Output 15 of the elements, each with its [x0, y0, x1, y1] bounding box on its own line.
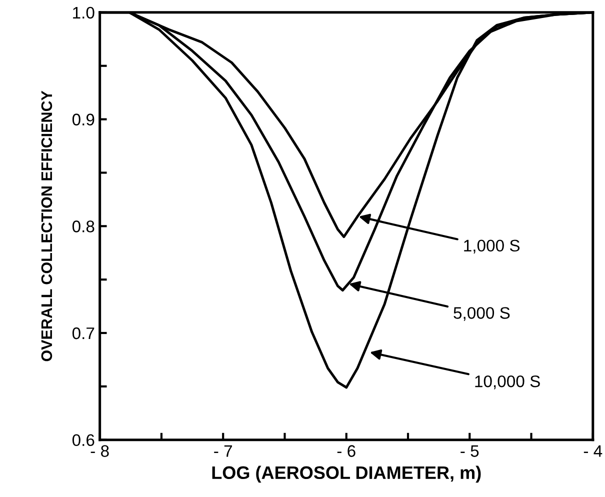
annotation: 10,000 S — [475, 375, 540, 390]
x-tick-label: - 6 — [337, 445, 356, 457]
y-tick-label: 0.8 — [72, 220, 94, 232]
annotation: 5,000 S — [454, 307, 510, 321]
x-tick-label: - 5 — [460, 445, 479, 457]
x-tick-label: - 4 — [584, 445, 602, 457]
x-tick-label: - 8 — [90, 445, 109, 457]
y-axis-title: OVERALL COLLECTION EFFICIENCY — [41, 90, 52, 362]
y-tick-label: 1.0 — [73, 6, 94, 19]
y-tick-label: 0.6 — [72, 434, 94, 446]
x-tick-label: - 7 — [214, 445, 232, 457]
annotation: 1,000 S — [464, 240, 520, 254]
y-tick-label: 0.9 — [72, 114, 94, 126]
y-tick-label: 0.7 — [72, 327, 94, 340]
x-axis-title: LOG (AEROSOL DIAMETER, m) — [212, 466, 481, 483]
